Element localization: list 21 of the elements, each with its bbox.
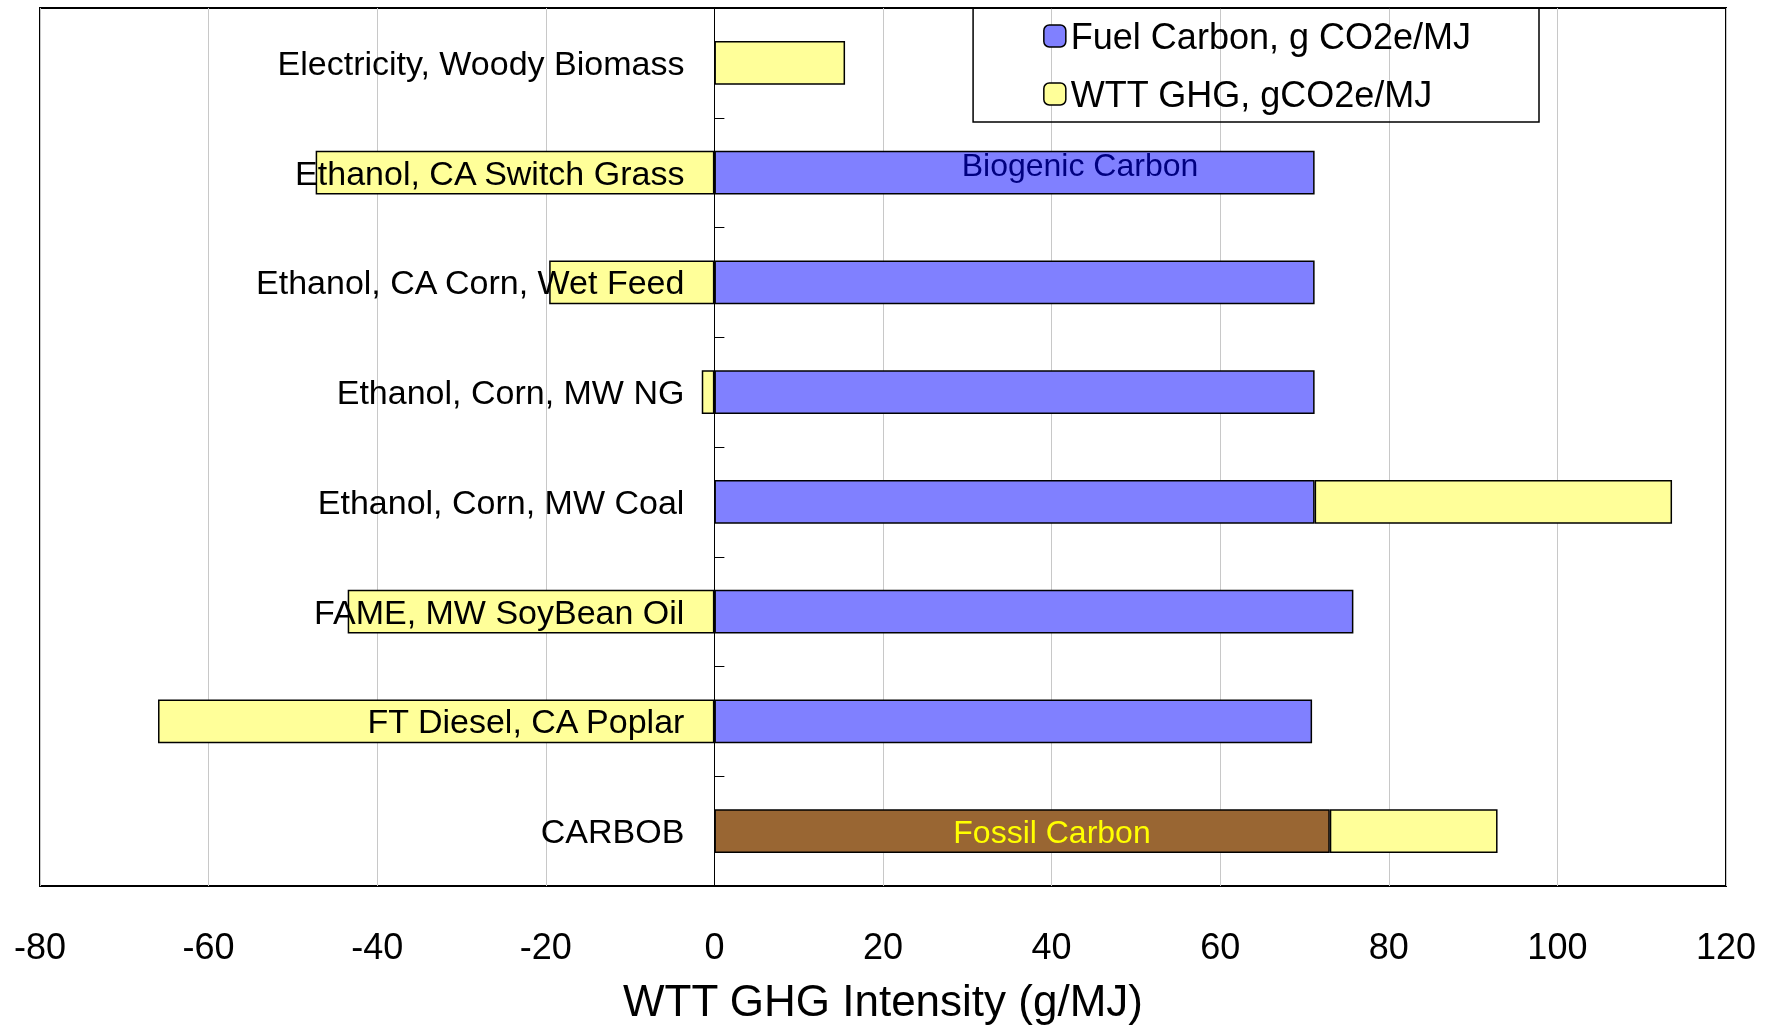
x-axis-title: WTT GHG Intensity (g/MJ): [623, 975, 1143, 1025]
annotation: Fossil Carbon: [953, 814, 1151, 850]
y-tick-label: Ethanol, Corn, MW Coal: [317, 482, 685, 521]
legend-label: WTT GHG, gCO2e/MJ: [1070, 73, 1433, 115]
x-tick-label: -40: [351, 925, 404, 967]
x-tick-label: -60: [182, 925, 235, 967]
legend-label: Fuel Carbon, g CO2e/MJ: [1070, 15, 1472, 57]
x-tick-label: 80: [1368, 925, 1409, 967]
y-tick-label: Ethanol, Corn, MW NG: [336, 373, 685, 412]
x-tick-label: 40: [1031, 925, 1072, 967]
x-tick-label: 0: [704, 925, 725, 967]
x-tick-label: 60: [1200, 925, 1241, 967]
y-tick-label: FT Diesel, CA Poplar: [367, 702, 685, 741]
x-tick-label: 20: [862, 925, 904, 967]
x-tick-label: 120: [1695, 925, 1757, 967]
annotation: Biogenic Carbon: [961, 147, 1199, 183]
x-tick-label: 100: [1527, 925, 1588, 967]
y-tick-label: CARBOB: [540, 812, 685, 851]
x-tick-label: -20: [519, 925, 572, 967]
y-tick-label: Electricity, Woody Biomass: [277, 43, 685, 82]
x-tick-label: -80: [13, 925, 67, 967]
